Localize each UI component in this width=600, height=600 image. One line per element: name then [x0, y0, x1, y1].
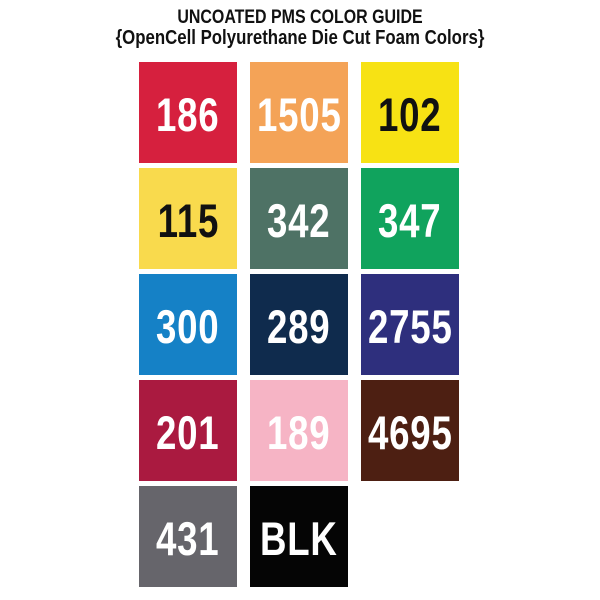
swatch-2755: 2755	[361, 274, 459, 375]
swatch-label: 300	[156, 299, 220, 353]
swatch-label: 201	[156, 405, 220, 459]
swatch-grid: 186 1505 102 115 342 347 300 289 2755 201 189 4695 4…	[139, 62, 459, 587]
swatch-label: 115	[157, 193, 219, 247]
swatch-label: 342	[267, 193, 331, 247]
swatch-label: 102	[378, 87, 442, 141]
guide-subtitle: {OpenCell Polyurethane Die Cut Foam Colo…	[115, 27, 485, 49]
swatch-label: 1505	[256, 87, 342, 141]
swatch-blk: BLK	[250, 486, 348, 587]
swatch-115: 115	[139, 168, 237, 269]
swatch-label: 189	[267, 405, 331, 459]
swatch-label: 4695	[367, 405, 453, 459]
swatch-label: 347	[378, 193, 442, 247]
swatch-300: 300	[139, 274, 237, 375]
swatch-342: 342	[250, 168, 348, 269]
swatch-347: 347	[361, 168, 459, 269]
swatch-label: BLK	[260, 511, 338, 565]
swatch-431: 431	[139, 486, 237, 587]
swatch-4695: 4695	[361, 380, 459, 481]
swatch-102: 102	[361, 62, 459, 163]
swatch-label: 2755	[367, 299, 453, 353]
swatch-189: 189	[250, 380, 348, 481]
swatch-label: 186	[156, 87, 220, 141]
swatch-1505: 1505	[250, 62, 348, 163]
swatch-label: 289	[267, 299, 331, 353]
swatch-201: 201	[139, 380, 237, 481]
swatch-label: 431	[156, 511, 220, 565]
swatch-186: 186	[139, 62, 237, 163]
guide-title: UNCOATED PMS COLOR GUIDE	[177, 7, 423, 28]
swatch-289: 289	[250, 274, 348, 375]
